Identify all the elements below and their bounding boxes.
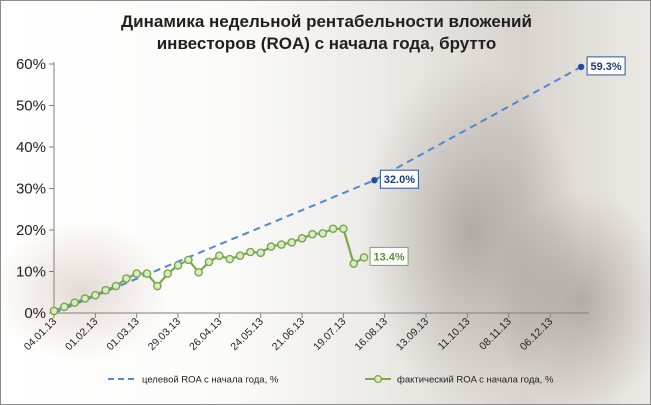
data-point-actual	[277, 240, 286, 249]
data-point-actual	[132, 269, 141, 278]
data-point-actual	[349, 259, 359, 268]
data-point-actual	[173, 260, 183, 270]
data-point-actual	[204, 257, 214, 267]
data-point-actual	[328, 224, 338, 234]
data-point-actual	[256, 248, 266, 258]
data-point-target	[577, 63, 585, 71]
x-tick-label: 11.10.13	[436, 316, 473, 353]
legend-label-target: целевой ROA с начала года, %	[142, 375, 279, 386]
data-point-actual	[122, 274, 131, 283]
data-point-actual	[163, 269, 172, 278]
data-point-actual	[184, 255, 193, 265]
data-label-box	[586, 56, 626, 76]
x-tick-label: 08.11.13	[477, 316, 514, 353]
data-point-actual	[225, 254, 234, 264]
data-point-actual	[153, 281, 162, 291]
data-label: 59.3%	[590, 61, 621, 73]
data-point-actual	[287, 238, 297, 247]
data-label-box	[369, 246, 409, 266]
data-point-actual	[297, 233, 307, 243]
data-label: 13.4%	[373, 251, 404, 263]
data-point-actual	[49, 306, 59, 316]
x-tick-label: 06.12.13	[518, 316, 555, 353]
data-labels: 32.0% 59.3% 13.4%	[369, 56, 626, 266]
axes: 0%10%20%30%40%50%60%04.01.13 01.02.13 01.0…	[16, 56, 589, 353]
y-tick-label: 60%	[16, 56, 46, 73]
x-tick-label: 29.03.13	[146, 316, 183, 353]
legend-marker-actual	[373, 374, 383, 384]
data-point-target	[371, 177, 378, 184]
chart-title-line-1: Динамика недельной рентабельности вложен…	[121, 12, 532, 31]
data-point-actual	[111, 281, 121, 291]
data-point-actual	[91, 290, 100, 300]
x-tick-label: 13.09.13	[394, 316, 431, 353]
y-tick-label: 0%	[24, 305, 46, 322]
y-tick-label: 10%	[16, 264, 46, 281]
data-point-actual	[215, 251, 224, 261]
data-point-actual	[70, 298, 79, 307]
chart-title: Динамика недельной рентабельности вложен…	[1, 11, 650, 55]
x-tick-label: 01.02.13	[63, 316, 100, 353]
x-tick-label: 19.07.13	[311, 316, 348, 353]
data-label: 32.0%	[384, 174, 415, 186]
data-point-actual	[101, 285, 110, 295]
x-tick-label: 21.06.13	[270, 316, 307, 353]
data-point-actual	[60, 302, 69, 312]
data-point-actual	[318, 229, 328, 238]
legend: целевой ROA с начала года, % фактический …	[108, 375, 554, 386]
x-tick-label: 24.05.13	[228, 316, 265, 353]
series-line-actual	[53, 227, 365, 312]
data-point-actual	[308, 229, 317, 239]
x-tick-label: 26.04.13	[187, 316, 224, 353]
data-point-actual	[194, 268, 203, 277]
legend-label-actual: фактический ROA с начала года, %	[397, 375, 554, 386]
y-tick-label: 20%	[16, 222, 46, 239]
data-point-actual	[80, 294, 90, 303]
data-point-actual	[266, 242, 276, 251]
y-tick-label: 50%	[16, 98, 46, 115]
data-point-actual	[235, 251, 245, 261]
y-tick-label: 40%	[16, 139, 46, 156]
x-tick-label: 16.08.13	[352, 316, 389, 353]
data-point-actual	[142, 269, 152, 278]
data-point-actual	[359, 253, 369, 262]
data-point-actual	[339, 224, 348, 234]
x-tick-label: 01.03.13	[104, 316, 141, 353]
data-point-actual	[246, 247, 255, 257]
series-layer	[49, 63, 585, 316]
data-label-box	[379, 169, 419, 189]
chart-title-line-2: инвесторов (ROA) с начала года, брутто	[156, 34, 497, 53]
y-tick-label: 30%	[16, 181, 46, 198]
